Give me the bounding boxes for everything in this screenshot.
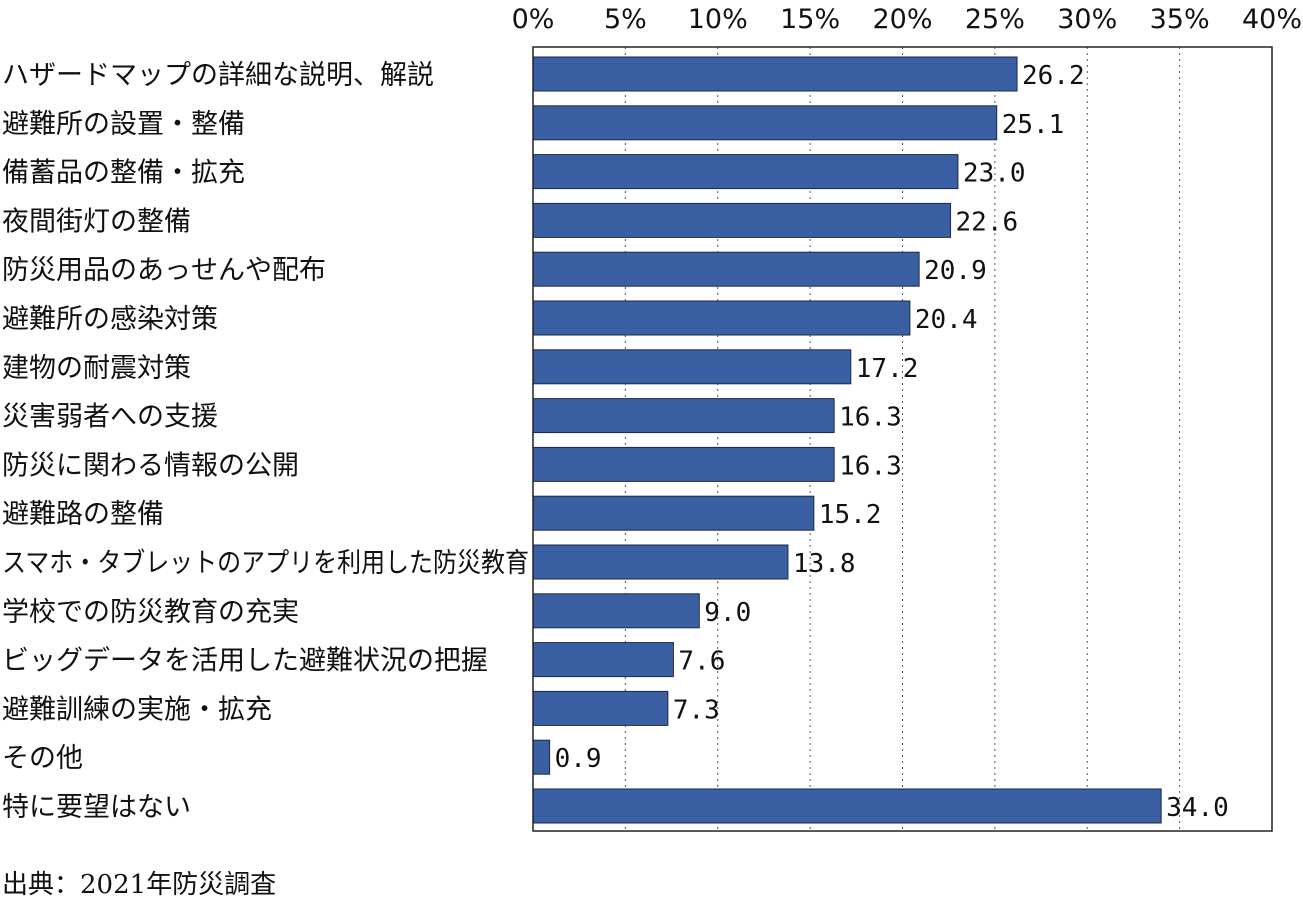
bar — [532, 300, 911, 336]
category-label: 夜間街灯の整備 — [2, 206, 191, 237]
category-label: その他 — [2, 743, 83, 774]
bar — [532, 739, 551, 775]
x-tick-label: 15% — [780, 4, 840, 35]
category-label: 学校での防災教育の充実 — [2, 597, 299, 628]
category-label: 備蓄品の整備・拡充 — [2, 158, 245, 189]
value-label: 23.0 — [963, 159, 1026, 189]
value-label: 25.1 — [1002, 110, 1065, 140]
value-label: 20.4 — [915, 305, 978, 335]
category-label: 避難路の整備 — [2, 499, 164, 530]
category-label: ハザードマップの詳細な説明、解説 — [2, 60, 434, 91]
value-label: 16.3 — [839, 403, 902, 433]
bar — [532, 642, 674, 678]
x-tick-label: 35% — [1150, 4, 1210, 35]
value-labels: 26.2 25.1 23.0 22.6 20.9 20.4 17.2 16.3 16.3 15.2… — [555, 61, 1229, 823]
value-label: 13.8 — [793, 549, 856, 579]
x-tick-label: 40% — [1242, 4, 1302, 35]
category-label: スマホ・タブレットのアプリを利用した防災教育 — [2, 548, 529, 579]
x-tick-label: 0% — [512, 4, 555, 35]
value-label: 22.6 — [956, 207, 1019, 237]
category-label: ビッグデータを活用した避難状況の把握 — [2, 646, 488, 677]
x-tick-label: 30% — [1057, 4, 1117, 35]
x-tick-label: 10% — [688, 4, 748, 35]
category-label: 避難所の感染対策 — [2, 304, 218, 335]
x-tick-label: 5% — [604, 4, 647, 35]
grid-lines — [624, 47, 1181, 831]
value-label: 34.0 — [1166, 793, 1229, 823]
category-labels: ハザードマップの詳細な説明、解説避難所の設置・整備備蓄品の整備・拡充夜間街灯の整… — [2, 60, 529, 823]
bar — [532, 202, 952, 238]
bar — [532, 544, 789, 580]
x-axis-tick-labels: 0% 5% 10% 15% 20% 25% 30% 35% 40% — [512, 4, 1302, 35]
bar — [532, 690, 669, 726]
bar — [532, 154, 959, 190]
bar — [532, 593, 700, 629]
value-label: 7.6 — [678, 647, 725, 677]
x-tick-label: 20% — [872, 4, 932, 35]
category-label: 防災用品のあっせんや配布 — [2, 255, 326, 286]
bars — [532, 56, 1162, 824]
bar — [532, 349, 852, 385]
value-label: 17.2 — [856, 354, 919, 384]
value-label: 20.9 — [924, 256, 987, 286]
bar — [532, 495, 815, 531]
category-label: 建物の耐震対策 — [2, 353, 191, 384]
bar — [532, 56, 1018, 92]
source-note: 出典：2021年防災調査 — [2, 870, 277, 900]
category-label: 避難訓練の実施・拡充 — [2, 694, 272, 725]
plot-frame — [532, 46, 1273, 832]
value-label: 7.3 — [673, 695, 720, 725]
value-label: 16.3 — [839, 451, 902, 481]
bar — [532, 446, 835, 482]
category-label: 防災に関わる情報の公開 — [2, 450, 299, 481]
bar — [532, 105, 998, 141]
category-label: 災害弱者への支援 — [2, 402, 218, 433]
category-label: 避難所の設置・整備 — [2, 109, 245, 140]
value-label: 9.0 — [704, 598, 751, 628]
value-label: 15.2 — [819, 500, 882, 530]
category-label: 特に要望はない — [2, 792, 191, 823]
value-label: 26.2 — [1022, 61, 1085, 91]
bar — [532, 398, 835, 434]
bar — [532, 251, 920, 287]
bar — [532, 788, 1162, 824]
x-tick-label: 25% — [965, 4, 1025, 35]
value-label: 0.9 — [555, 744, 602, 774]
